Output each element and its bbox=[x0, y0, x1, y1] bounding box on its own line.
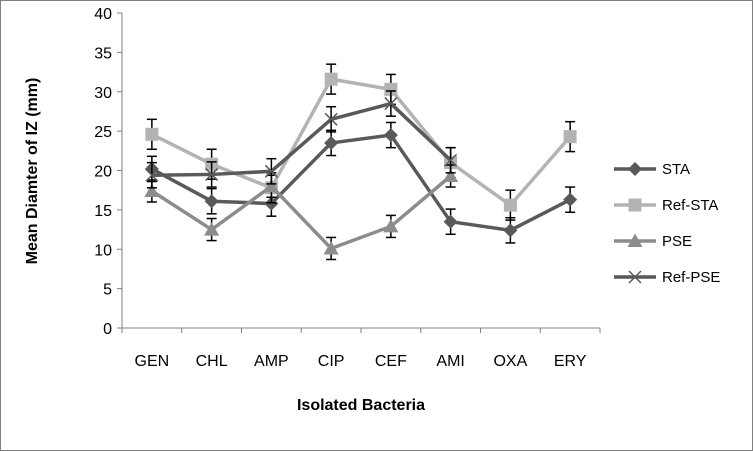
legend-item-pse: PSE bbox=[614, 233, 692, 250]
series-layer bbox=[144, 63, 578, 261]
x-tick-label: CHL bbox=[196, 353, 228, 370]
data-point bbox=[204, 194, 219, 209]
y-tick-label: 0 bbox=[103, 321, 112, 338]
series-ref-sta bbox=[145, 63, 577, 221]
data-point bbox=[384, 82, 398, 96]
series-line-segment bbox=[269, 78, 333, 189]
data-point bbox=[324, 135, 339, 150]
series-line-segment bbox=[509, 135, 572, 207]
series-line-segment bbox=[389, 102, 452, 162]
data-point bbox=[324, 72, 338, 86]
series-line-segment bbox=[450, 219, 511, 233]
series-line-segment bbox=[449, 161, 512, 207]
y-tick-label: 35 bbox=[94, 45, 112, 62]
x-tick-label: ERY bbox=[554, 353, 587, 370]
series-line-segment bbox=[270, 141, 333, 205]
series-line-segment bbox=[330, 77, 392, 92]
data-point bbox=[563, 192, 578, 207]
data-point bbox=[205, 167, 219, 181]
data-point bbox=[263, 178, 279, 193]
legend-item-ref-pse: Ref-PSE bbox=[614, 269, 720, 286]
y-tick-label: 5 bbox=[103, 282, 112, 299]
x-tick-label: OXA bbox=[493, 353, 527, 370]
series-line-segment bbox=[389, 174, 452, 228]
data-point bbox=[144, 183, 160, 197]
series-line-segment bbox=[211, 169, 272, 177]
series-line-segment bbox=[270, 117, 333, 173]
series-line-segment bbox=[210, 184, 273, 231]
legend-label: Ref-STA bbox=[662, 197, 718, 214]
series-line-segment bbox=[150, 189, 213, 232]
series-line-segment bbox=[330, 101, 392, 122]
data-point bbox=[145, 168, 159, 182]
y-tick-label: 10 bbox=[94, 242, 112, 259]
data-point bbox=[444, 153, 458, 167]
data-point bbox=[383, 128, 398, 143]
data-point bbox=[323, 240, 339, 255]
data-point bbox=[145, 127, 159, 141]
data-point bbox=[204, 222, 220, 236]
legend-item-sta: STA bbox=[614, 161, 690, 178]
series-line-segment bbox=[211, 199, 272, 206]
data-point bbox=[324, 112, 338, 126]
x-tick-label: CIP bbox=[318, 353, 345, 370]
legend-swatch-marker bbox=[628, 198, 642, 212]
legend-label: Ref-PSE bbox=[662, 269, 720, 286]
x-tick-labels: GEN CHL AMP CIP CEF AMI OXA ERY bbox=[135, 353, 587, 370]
series-sta bbox=[144, 121, 578, 244]
y-axis-title: Mean Diamter of IZ (mm) bbox=[24, 78, 41, 265]
data-point bbox=[264, 164, 278, 178]
series-line-segment bbox=[389, 134, 453, 223]
data-point bbox=[443, 214, 458, 229]
series-line-segment bbox=[151, 132, 213, 166]
legend-swatch-marker bbox=[627, 233, 643, 247]
legend-label: PSE bbox=[662, 233, 692, 250]
series-line-segment bbox=[270, 185, 333, 250]
legend-label: STA bbox=[662, 161, 690, 178]
y-tick-label: 30 bbox=[94, 85, 112, 102]
series-line-segment bbox=[509, 198, 571, 232]
legend-item-ref-sta: Ref-STA bbox=[614, 197, 718, 214]
data-point bbox=[383, 218, 399, 233]
series-line-segment bbox=[210, 162, 273, 190]
x-tick-label: AMP bbox=[254, 353, 289, 370]
axes bbox=[117, 12, 601, 333]
data-point bbox=[563, 130, 577, 144]
y-tick-label: 15 bbox=[94, 203, 112, 220]
data-point bbox=[503, 198, 517, 212]
y-tick-label: 20 bbox=[94, 164, 112, 181]
y-tick-label: 25 bbox=[94, 124, 112, 141]
x-tick-label: GEN bbox=[135, 353, 170, 370]
y-tick-labels: 0 5 10 15 20 25 30 35 40 bbox=[94, 6, 112, 338]
legend-swatch-marker bbox=[628, 162, 642, 176]
series-line-segment bbox=[330, 224, 392, 251]
x-tick-label: CEF bbox=[375, 353, 407, 370]
series-pse bbox=[144, 164, 459, 261]
series-line-segment bbox=[330, 133, 392, 145]
data-point bbox=[264, 196, 279, 211]
data-point bbox=[443, 168, 459, 183]
data-point bbox=[384, 97, 398, 111]
data-point bbox=[503, 223, 518, 238]
legend: STA Ref-STA PSE Ref-PSE bbox=[614, 161, 720, 286]
y-tick-label: 40 bbox=[94, 6, 112, 23]
x-axis-title: Isolated Bacteria bbox=[297, 397, 425, 414]
series-line-segment bbox=[151, 172, 212, 177]
x-tick-label: AMI bbox=[436, 353, 464, 370]
legend-swatch-marker bbox=[628, 270, 642, 284]
series-ref-pse bbox=[145, 90, 458, 189]
